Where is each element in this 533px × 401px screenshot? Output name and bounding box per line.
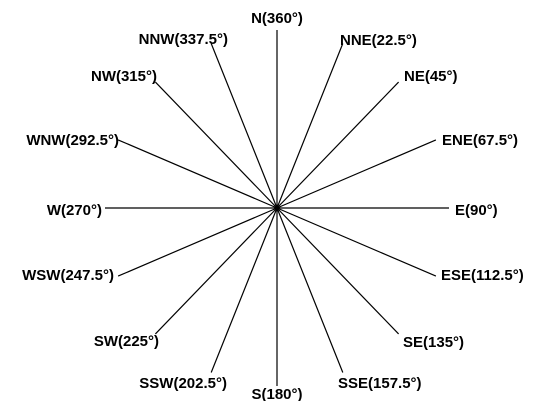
spoke-nw <box>154 81 278 209</box>
label-ne: NE(45°) <box>404 68 458 85</box>
spoke-nnw <box>210 43 278 209</box>
spoke-sw <box>154 207 278 335</box>
label-nne: NNE(22.5°) <box>340 32 417 49</box>
label-sw: SW(225°) <box>94 333 159 350</box>
label-ese: ESE(112.5°) <box>441 267 524 284</box>
compass-labels: N(360°) NNE(22.5°) NE(45°) ENE(67.5°) E(90°)… <box>22 10 524 401</box>
spoke-wnw <box>117 139 278 209</box>
label-w: W(270°) <box>47 202 102 219</box>
label-nw: NW(315°) <box>91 68 157 85</box>
label-n: N(360°) <box>251 10 303 27</box>
compass-spokes <box>105 30 449 386</box>
label-ssw: SSW(202.5°) <box>139 375 227 392</box>
label-wsw: WSW(247.5°) <box>22 267 114 284</box>
spoke-se <box>276 207 400 335</box>
spoke-ene <box>276 139 437 209</box>
spoke-sse <box>276 207 344 373</box>
spoke-ssw <box>210 207 278 373</box>
label-nnw: NNW(337.5°) <box>139 31 228 48</box>
label-wnw: WNW(292.5°) <box>26 132 119 149</box>
label-sse: SSE(157.5°) <box>338 375 422 392</box>
spoke-ne <box>276 81 400 209</box>
spoke-nne <box>276 43 344 209</box>
spoke-ese <box>276 207 437 277</box>
label-ene: ENE(67.5°) <box>442 132 518 149</box>
label-s: S(180°) <box>251 386 302 401</box>
spoke-wsw <box>117 207 278 277</box>
label-e: E(90°) <box>455 202 498 219</box>
label-se: SE(135°) <box>403 334 464 351</box>
